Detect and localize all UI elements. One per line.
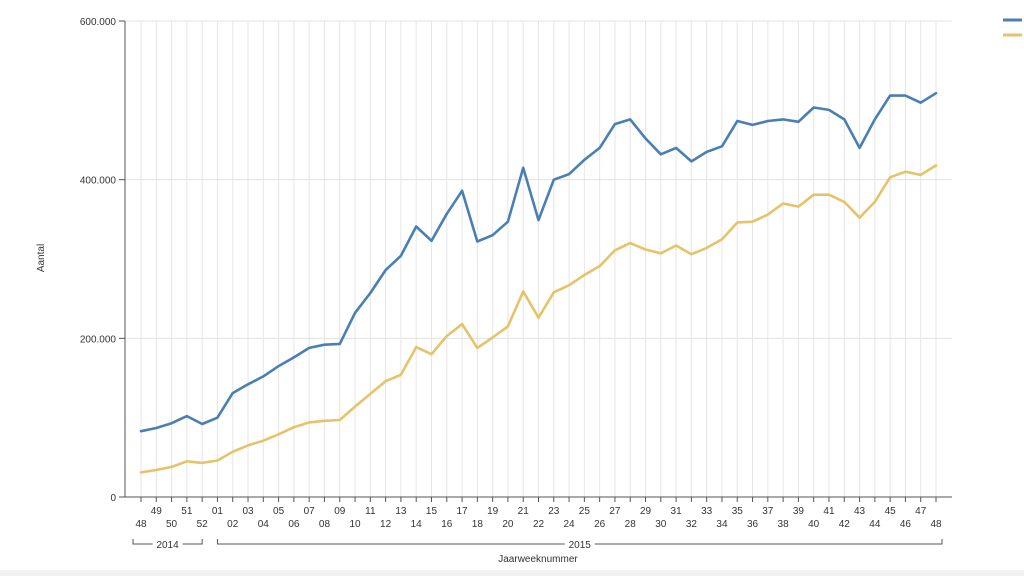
- x-tick-label: 08: [319, 519, 331, 530]
- y-tick-label: 0: [110, 493, 116, 504]
- series-lines: [139, 91, 938, 474]
- x-tick-label: 16: [441, 519, 453, 530]
- x-tick-label: 28: [625, 519, 637, 530]
- axes: [119, 20, 952, 549]
- x-tick-label: 29: [640, 506, 652, 517]
- series-line-1: [139, 91, 938, 433]
- x-axis-title: Jaarweeknummer: [498, 554, 578, 565]
- x-tick-label: 52: [197, 519, 209, 530]
- x-tick-label: 39: [793, 506, 805, 517]
- x-tick-label: 22: [533, 519, 545, 530]
- y-axis-title: Aantal: [36, 244, 47, 272]
- x-tick-label: 14: [411, 519, 423, 530]
- x-tick-label: 19: [487, 506, 499, 517]
- x-tick-label: 12: [380, 519, 392, 530]
- x-tick-label: 17: [456, 506, 468, 517]
- x-tick-label: 44: [869, 519, 881, 530]
- x-tick-label: 32: [686, 519, 698, 530]
- x-tick-label: 20: [502, 519, 514, 530]
- x-tick-label: 49: [151, 506, 163, 517]
- bottom-scrollbar: [0, 570, 1024, 576]
- x-tick-label: 33: [701, 506, 713, 517]
- x-tick-label: 18: [472, 519, 484, 530]
- year-label-bg: [564, 538, 595, 549]
- x-tick-label: 36: [747, 519, 759, 530]
- x-tick-label: 30: [655, 519, 667, 530]
- y-tick-label: 200.000: [80, 334, 117, 345]
- x-tick-label: 26: [594, 519, 606, 530]
- x-tick-label: 23: [548, 506, 560, 517]
- x-tick-label: 37: [762, 506, 774, 517]
- x-tick-label: 35: [732, 506, 744, 517]
- x-tick-label: 50: [166, 519, 178, 530]
- series-line-2: [139, 164, 938, 474]
- x-tick-label: 25: [579, 506, 591, 517]
- x-tick-label: 48: [135, 519, 147, 530]
- x-tick-label: 34: [716, 519, 728, 530]
- year-label: 2014: [156, 540, 179, 551]
- x-tick-label: 42: [839, 519, 851, 530]
- x-tick-label: 06: [288, 519, 300, 530]
- x-tick-label: 31: [671, 506, 683, 517]
- x-tick-label: 24: [564, 519, 576, 530]
- legend: [1003, 18, 1022, 37]
- x-tick-label: 10: [349, 519, 361, 530]
- x-tick-label: 43: [854, 506, 866, 517]
- year-label-bg: [152, 538, 183, 549]
- grid: [125, 20, 952, 498]
- x-tick-label: 01: [212, 506, 224, 517]
- x-tick-label: 02: [227, 519, 239, 530]
- x-tick-label: 04: [258, 519, 270, 530]
- x-tick-label: 11: [365, 506, 376, 517]
- year-label: 2015: [569, 540, 592, 551]
- x-tick-label: 09: [334, 506, 346, 517]
- x-tick-label: 51: [181, 506, 193, 517]
- x-tick-label: 13: [395, 506, 407, 517]
- x-tick-label: 45: [885, 506, 897, 517]
- x-tick-label: 41: [823, 506, 835, 517]
- y-tick-label: 600.000: [80, 17, 117, 28]
- x-tick-label: 07: [304, 506, 316, 517]
- y-tick-label: 400.000: [80, 176, 117, 187]
- x-tick-label: 15: [426, 506, 438, 517]
- x-tick-label: 38: [778, 519, 790, 530]
- x-tick-label: 46: [900, 519, 912, 530]
- x-tick-label: 27: [609, 506, 621, 517]
- x-tick-label: 47: [915, 506, 927, 517]
- x-tick-label: 03: [242, 506, 254, 517]
- x-tick-label: 21: [518, 506, 530, 517]
- x-tick-label: 40: [808, 519, 820, 530]
- x-tick-label: 48: [930, 519, 942, 530]
- x-tick-label: 05: [273, 506, 285, 517]
